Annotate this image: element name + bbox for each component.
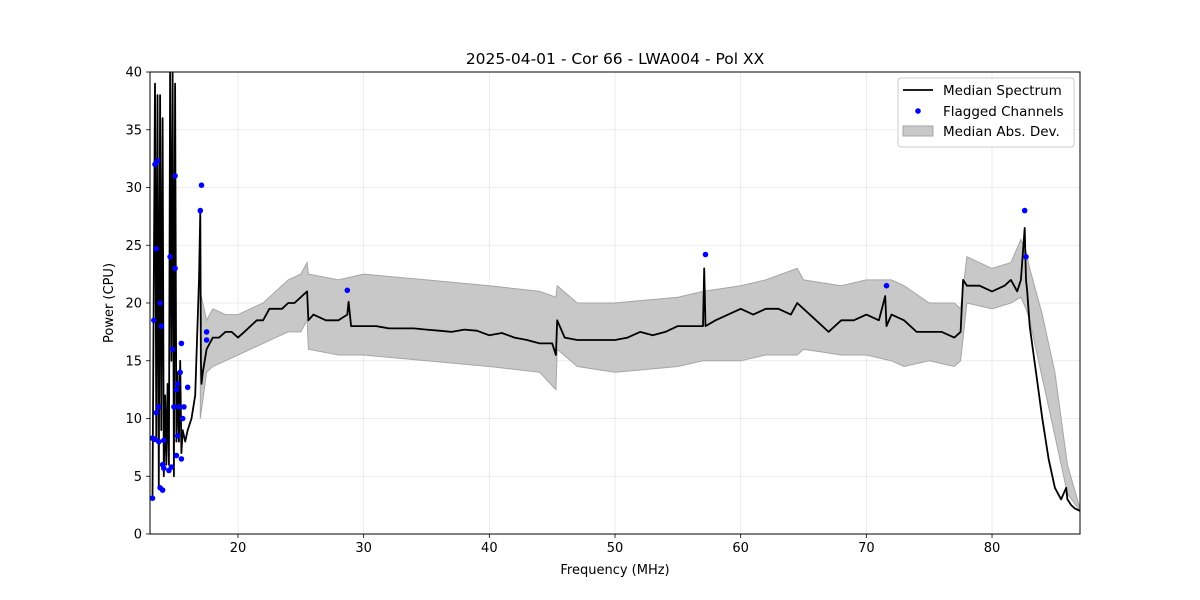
flagged-channel-point (157, 300, 163, 306)
flagged-channel-point (173, 386, 180, 393)
flagged-channel-point (173, 452, 180, 459)
flagged-channel-point (168, 464, 175, 470)
median-spectrum-line (151, 72, 1080, 512)
y-axis-label: Power (CPU) (102, 263, 117, 343)
flagged-channel-point (150, 495, 156, 501)
x-tick-label: 20 (230, 541, 247, 556)
chart-title: 2025-04-01 - Cor 66 - LWA004 - Pol XX (466, 50, 765, 68)
y-tick-label: 10 (125, 412, 142, 427)
flagged-channel-point (177, 369, 183, 376)
flagged-channel-point (156, 438, 162, 445)
flagged-channel-point (883, 282, 890, 289)
flagged-channel-point (178, 340, 185, 347)
flagged-channel-point (702, 251, 709, 258)
flagged-channel-point (176, 404, 182, 410)
x-axis-label: Frequency (MHz) (560, 563, 669, 578)
flagged-channel-point (172, 265, 178, 272)
plot-area (150, 72, 1080, 512)
flagged-channel-point (178, 456, 185, 462)
flagged-channel-point (174, 433, 181, 439)
y-tick-label: 15 (125, 354, 142, 369)
axes: 20 30 40 50 60 70 80 0 5 10 15 20 25 30 35 40 (125, 66, 1000, 557)
legend: Median Spectrum Flagged Channels Median … (897, 77, 1075, 148)
x-tick-label: 50 (607, 541, 624, 556)
y-tick-label: 0 (134, 528, 142, 543)
flagged-channel-point (181, 404, 187, 410)
flagged-channel-point (154, 158, 161, 164)
y-tick-label: 40 (125, 66, 142, 81)
flagged-channel-point (161, 437, 167, 444)
flagged-channel-point (179, 415, 186, 422)
flagged-channel-point (161, 465, 167, 472)
x-tick-label: 40 (481, 541, 498, 556)
y-tick-label: 35 (125, 123, 142, 138)
flagged-channel-point (159, 487, 166, 493)
x-tick-label: 60 (732, 541, 749, 556)
flagged-channel-point (1021, 207, 1028, 214)
flagged-channel-point (1023, 253, 1029, 260)
x-tick-label: 80 (984, 541, 1001, 556)
flagged-channel-point (151, 317, 157, 324)
mad-band (199, 238, 1080, 512)
x-tick-label: 70 (858, 541, 875, 556)
flagged-channel-point (153, 409, 160, 416)
flagged-channel-point (198, 182, 205, 188)
flagged-channel-point (169, 346, 176, 353)
legend-mad-label: Median Abs. Dev. (943, 124, 1060, 140)
y-tick-label: 30 (125, 181, 142, 196)
flagged-channel-point (203, 329, 210, 335)
legend-flagged-swatch (915, 108, 921, 114)
flagged-channel-point (167, 253, 173, 260)
flagged-channel-point (153, 245, 160, 252)
legend-median-label: Median Spectrum (943, 83, 1062, 99)
flagged-channel-point (344, 287, 351, 294)
flagged-channel-point (203, 337, 210, 343)
y-tick-label: 20 (125, 297, 142, 312)
flagged-channel-point (174, 381, 181, 387)
flagged-channel-point (171, 404, 177, 410)
flagged-channel-point (184, 384, 191, 391)
flagged-channel-point (197, 207, 204, 214)
y-tick-label: 25 (125, 239, 142, 254)
flagged-channel-point (158, 323, 165, 329)
flagged-channel-point (172, 173, 178, 179)
legend-mad-swatch (902, 125, 934, 137)
legend-frame (897, 77, 1075, 148)
x-tick-label: 30 (355, 541, 372, 556)
legend-flagged-label: Flagged Channels (943, 104, 1064, 120)
flagged-channel-point (156, 404, 162, 410)
y-tick-label: 5 (134, 470, 142, 485)
